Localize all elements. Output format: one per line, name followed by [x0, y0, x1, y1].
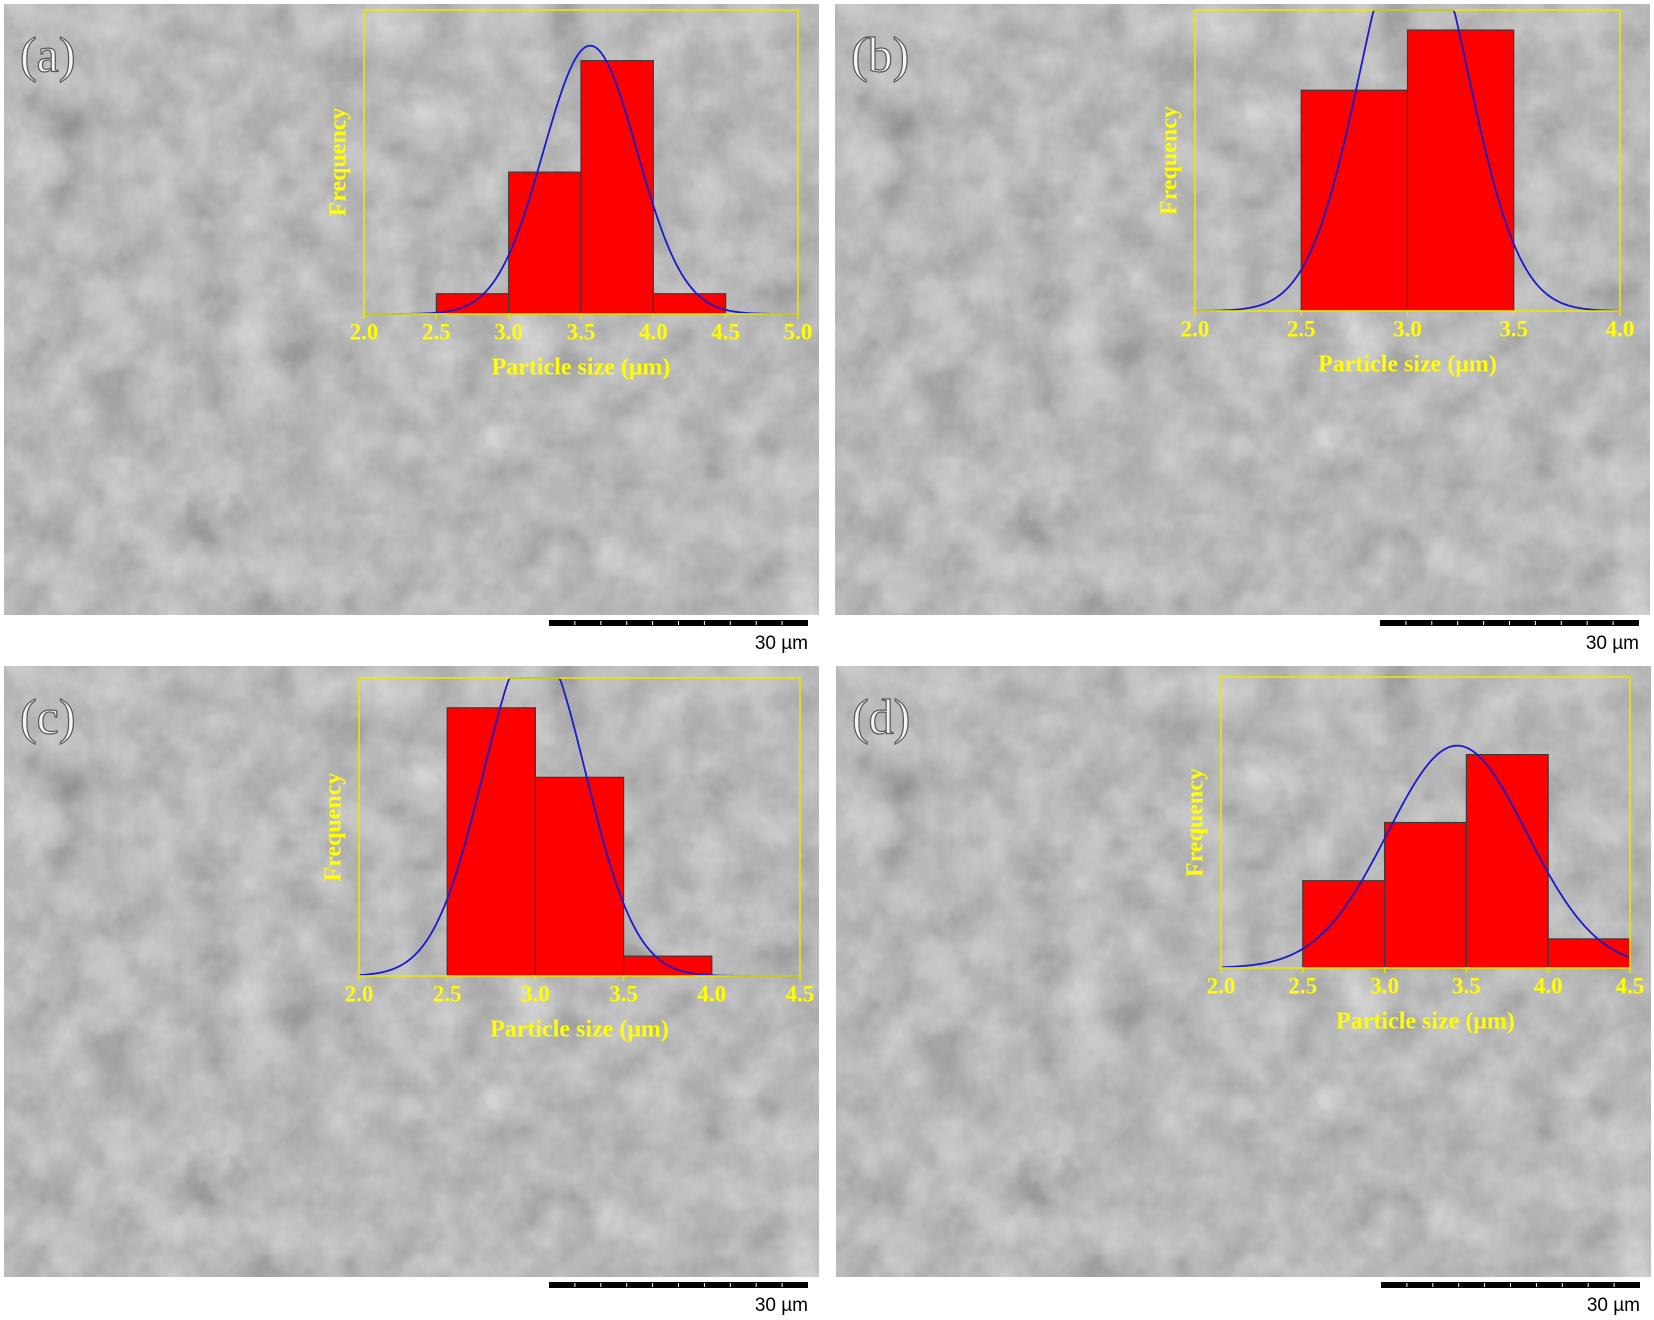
- panel: (a) 2.0 2.5 3.0 3.5 4.0 4.5 5.0 Particle size (μ…: [4, 4, 819, 654]
- histogram-bar: [580, 60, 654, 315]
- x-axis-label: Particle size (μm): [492, 355, 671, 381]
- panel: (b) 2.0 2.5 3.0 3.5 4.0 Particle size (μm) Freq…: [835, 4, 1650, 654]
- x-tick-label: 4.0: [1606, 316, 1635, 341]
- x-tick-label: 4.0: [697, 981, 726, 1006]
- x-tick-label: 2.0: [1207, 973, 1236, 998]
- histogram-bar: [508, 171, 582, 315]
- y-axis-label: Frequency: [1183, 768, 1209, 877]
- scale-bar-label: 30 µm: [1586, 633, 1639, 654]
- panel-label: (b): [851, 26, 909, 82]
- x-tick-label: 2.5: [1287, 316, 1316, 341]
- x-tick-label: 3.5: [609, 981, 638, 1006]
- inset-frame: [1220, 676, 1631, 969]
- histogram-bar: [1300, 89, 1409, 312]
- histogram-bar: [1302, 880, 1386, 969]
- x-tick-label: 2.0: [345, 981, 374, 1006]
- x-tick-label: 3.0: [1393, 316, 1422, 341]
- y-axis-label: Frequency: [1157, 106, 1183, 215]
- x-tick-label: 4.5: [711, 319, 740, 344]
- x-axis-label: Particle size (μm): [1336, 1009, 1515, 1035]
- x-tick-label: 2.0: [350, 319, 379, 344]
- x-tick-label: 3.0: [521, 981, 550, 1006]
- x-tick-label: 2.5: [1288, 973, 1317, 998]
- fit-curve: [364, 44, 799, 315]
- x-tick-label: 2.0: [1181, 316, 1210, 341]
- histogram-bar: [534, 776, 625, 977]
- x-tick-label: 2.5: [422, 319, 451, 344]
- panel-label: (c): [20, 688, 76, 744]
- x-tick-label: 5.0: [784, 319, 813, 344]
- x-tick-label: 4.0: [639, 319, 668, 344]
- panel-label: (d): [852, 688, 910, 744]
- scale-bar-label: 30 µm: [755, 1295, 808, 1316]
- histogram-bar: [652, 293, 727, 315]
- histogram-bar: [446, 707, 537, 977]
- x-axis-label: Particle size (μm): [1318, 352, 1497, 378]
- histogram-bar: [1383, 821, 1467, 969]
- y-axis-label: Frequency: [326, 108, 352, 217]
- x-tick-label: 3.5: [567, 319, 596, 344]
- panel: (d) 2.0 2.5 3.0 3.5 4.0 4.5 Particle size (μm) F…: [836, 666, 1651, 1316]
- histogram-bar: [1465, 753, 1549, 969]
- x-tick-label: 3.5: [1452, 973, 1481, 998]
- panel: (c) 2.0 2.5 3.0 3.5 4.0 4.5 Particle size (μm) F…: [4, 666, 819, 1316]
- x-axis-label: Particle size (μm): [490, 1017, 669, 1043]
- x-tick-label: 4.5: [786, 981, 815, 1006]
- x-tick-label: 3.0: [1370, 973, 1399, 998]
- x-tick-label: 3.0: [494, 319, 523, 344]
- y-axis-label: Frequency: [321, 773, 347, 882]
- fit-curve: [1220, 744, 1631, 969]
- histogram-bar: [1406, 29, 1515, 312]
- x-tick-label: 4.5: [1616, 973, 1645, 998]
- histogram-bar: [1547, 938, 1631, 969]
- scale-bar-label: 30 µm: [1587, 1295, 1640, 1316]
- x-tick-label: 3.5: [1499, 316, 1528, 341]
- x-tick-label: 4.0: [1534, 973, 1563, 998]
- scale-bar-label: 30 µm: [755, 633, 808, 654]
- x-tick-label: 2.5: [433, 981, 462, 1006]
- panel-label: (a): [20, 26, 76, 82]
- inset-frame: [358, 677, 801, 977]
